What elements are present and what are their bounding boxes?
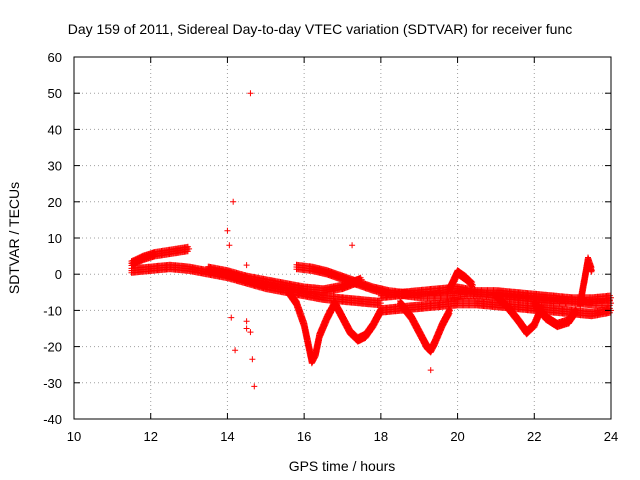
data-point xyxy=(247,90,254,97)
data-point xyxy=(224,227,231,234)
x-tick-label: 14 xyxy=(220,429,234,444)
data-trail xyxy=(205,263,364,296)
x-tick-label: 18 xyxy=(374,429,388,444)
y-tick-label: 40 xyxy=(48,122,62,137)
axis-ticks: 10 12 14 16 18 20 22 24 -40 -30 -20 -10 0 10 20 30 40 50 6… xyxy=(43,50,618,444)
y-tick-label: 60 xyxy=(48,50,62,65)
data-point xyxy=(232,347,239,354)
y-tick-label: 50 xyxy=(48,86,62,101)
grid xyxy=(74,57,611,419)
series-dip-22-23 xyxy=(531,298,580,331)
data-points xyxy=(128,90,614,390)
data-point xyxy=(243,325,250,332)
y-tick-label: 10 xyxy=(48,231,62,246)
data-trail xyxy=(397,298,453,356)
x-tick-label: 12 xyxy=(143,429,157,444)
series-band-early-upper xyxy=(128,243,193,269)
data-trail xyxy=(531,298,579,331)
series-outliers xyxy=(224,90,434,390)
data-trail xyxy=(128,243,191,269)
x-tick-label: 16 xyxy=(297,429,311,444)
data-point xyxy=(251,383,258,390)
data-point xyxy=(247,329,254,336)
data-point xyxy=(427,367,434,374)
x-tick-label: 10 xyxy=(67,429,81,444)
chart-title: Day 159 of 2011, Sidereal Day-to-day VTE… xyxy=(68,21,572,37)
series-dip-19 xyxy=(397,298,453,356)
data-point xyxy=(243,262,250,269)
y-axis-label: SDTVAR / TECUs xyxy=(6,182,22,294)
data-trail xyxy=(446,267,476,294)
data-point xyxy=(249,356,256,363)
data-trail xyxy=(285,287,338,367)
series-rise-23 xyxy=(577,254,595,309)
data-trail xyxy=(377,283,613,305)
y-tick-label: 0 xyxy=(55,267,62,282)
x-tick-label: 24 xyxy=(604,429,618,444)
data-trail xyxy=(492,290,545,338)
y-tick-label: 30 xyxy=(48,159,62,174)
y-tick-label: -10 xyxy=(43,303,62,318)
data-point xyxy=(226,242,233,249)
y-tick-label: -30 xyxy=(43,376,62,391)
data-point xyxy=(228,314,235,321)
x-tick-label: 20 xyxy=(450,429,464,444)
data-point xyxy=(230,198,237,205)
y-tick-label: 20 xyxy=(48,195,62,210)
data-point xyxy=(349,242,356,249)
data-trail xyxy=(577,254,595,309)
data-trail xyxy=(331,298,384,345)
series-band-mid xyxy=(205,263,365,296)
x-axis-label: GPS time / hours xyxy=(289,458,396,474)
y-tick-label: -40 xyxy=(43,412,62,427)
series-dip-17 xyxy=(331,298,384,345)
y-tick-label: -20 xyxy=(43,340,62,355)
data-point xyxy=(243,318,250,325)
series-rise-20 xyxy=(446,267,476,294)
x-tick-label: 22 xyxy=(527,429,541,444)
